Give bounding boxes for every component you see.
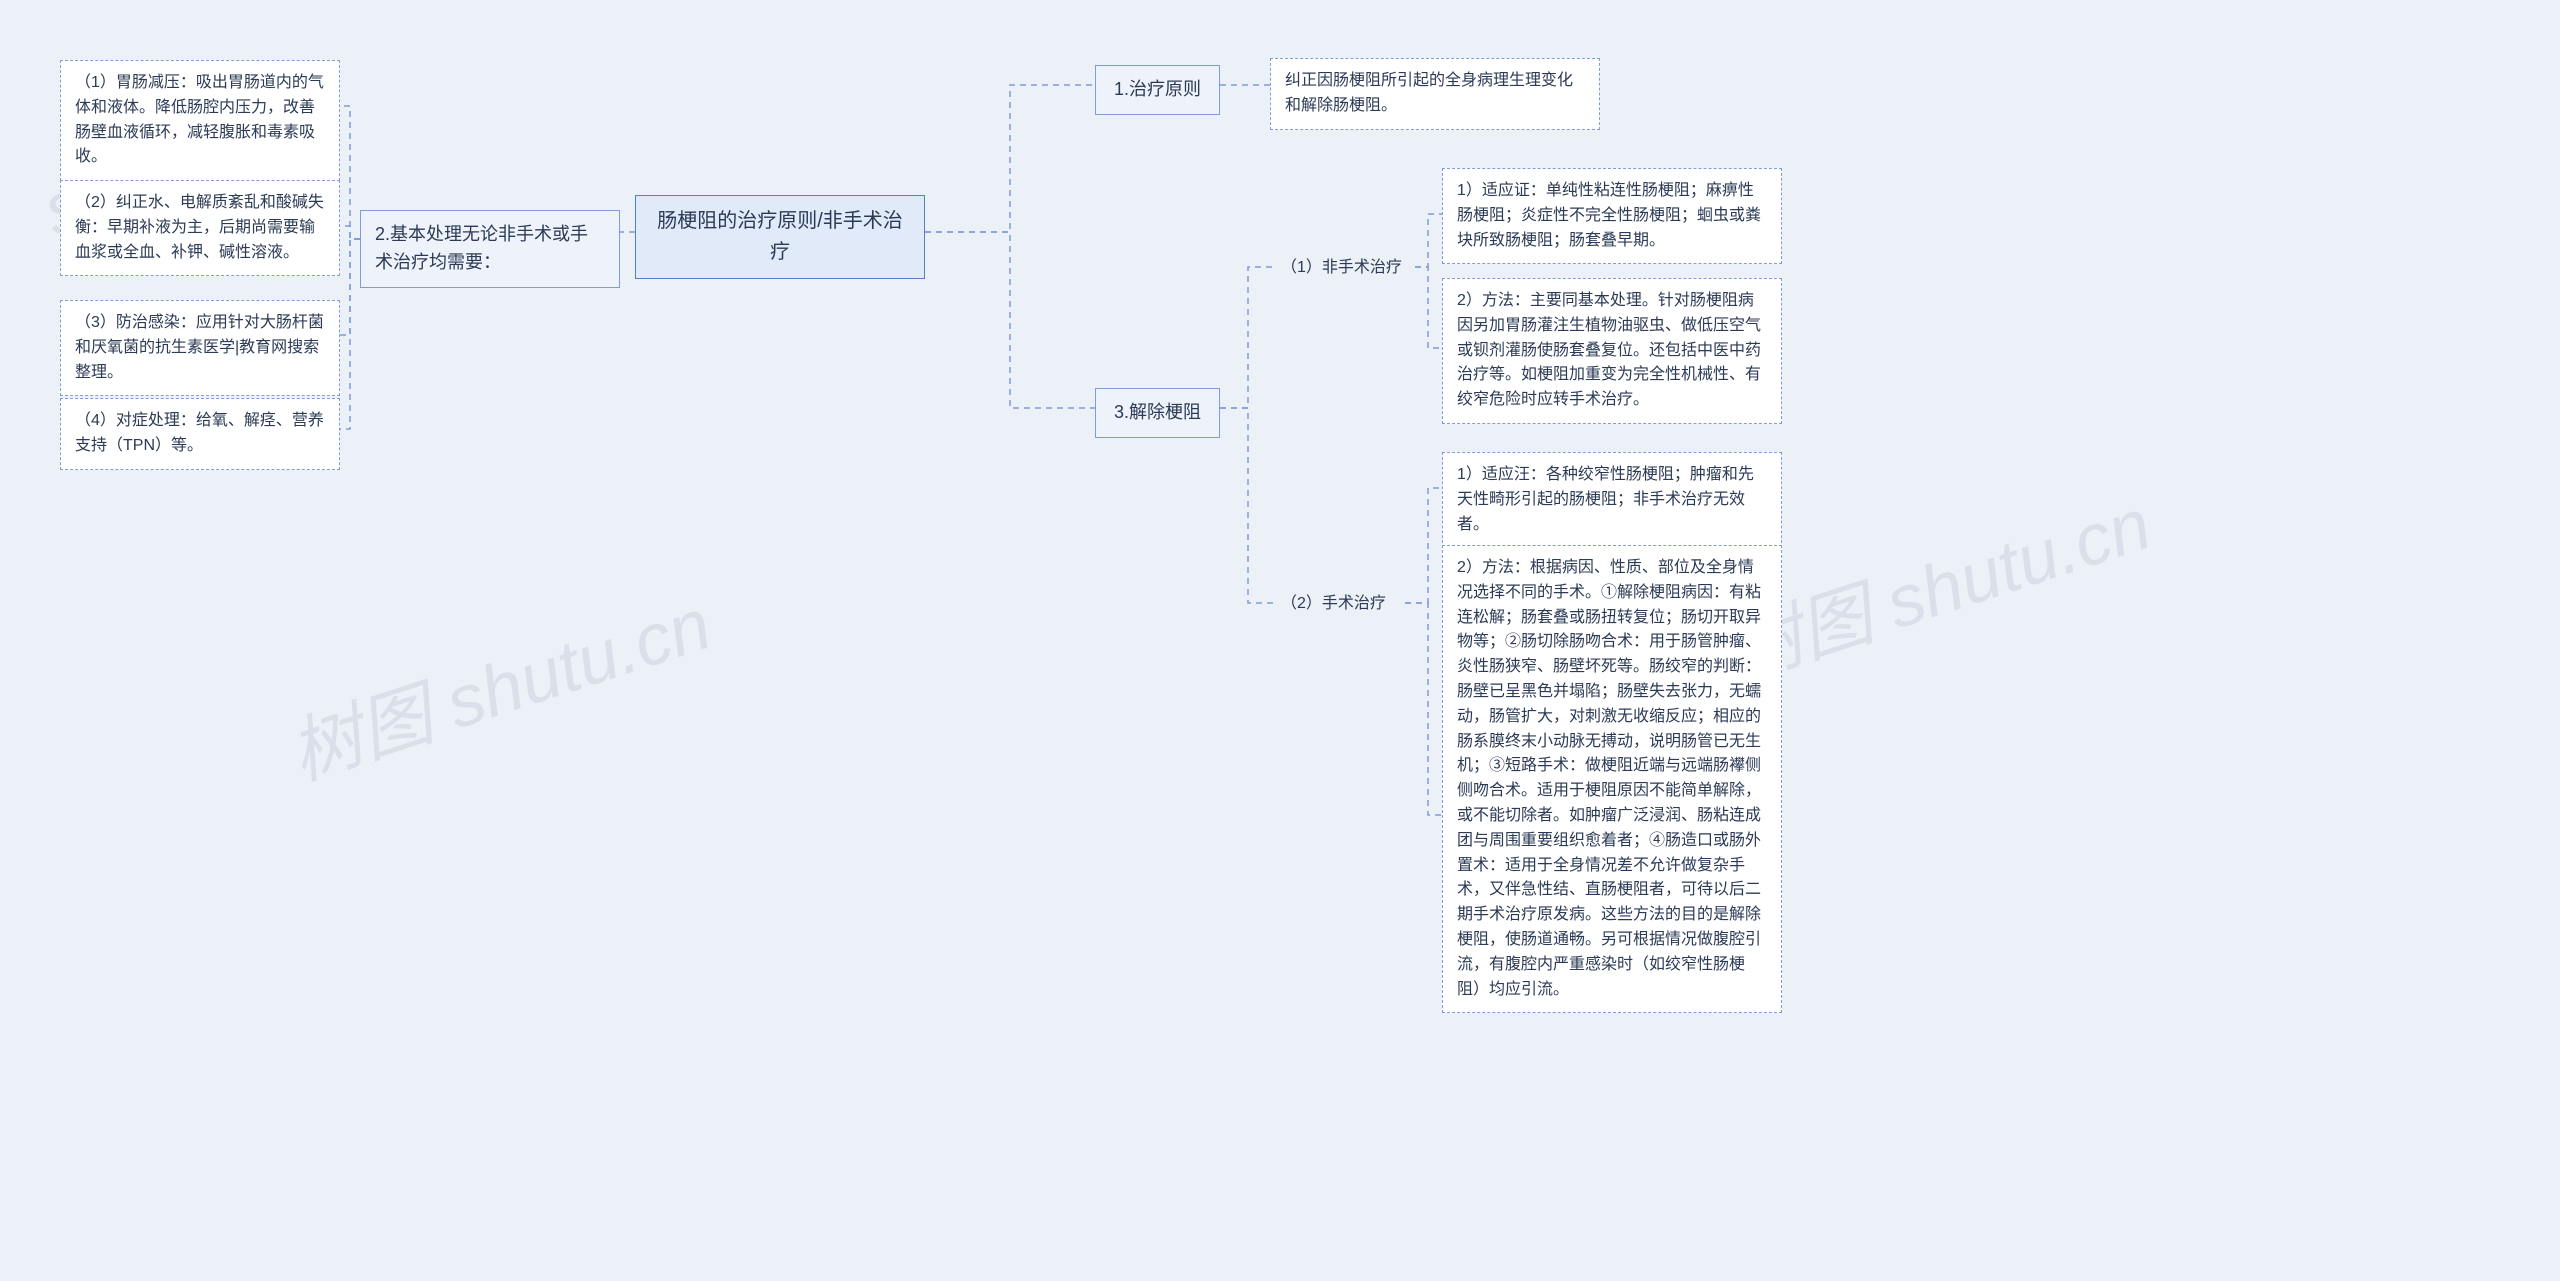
left-leaf-4-text: （4）对症处理：给氧、解痉、营养支持（TPN）等。 [75,412,324,454]
left-leaf-3[interactable]: （3）防治感染：应用针对大肠杆菌和厌氧菌的抗生素医学|教育网搜索整理。 [60,300,340,396]
left-leaf-1[interactable]: （1）胃肠减压：吸出胃肠道内的气体和液体。降低肠腔内压力，改善肠壁血液循环，减轻… [60,60,340,181]
nonop-b-text: 2）方法：主要同基本处理。针对肠梗阻病因另加胃肠灌注生植物油驱虫、做低压空气或钡… [1457,292,1761,408]
connector-layer [0,0,2560,1281]
watermark-2: 树图 shutu.cn [274,565,721,800]
right-branch1-detail-text: 纠正因肠梗阻所引起的全身病理生理变化和解除肠梗阻。 [1285,72,1573,114]
right-branch3-title-text: 3.解除梗阻 [1114,402,1201,422]
left-branch-title-text: 2.基本处理无论非手术或手术治疗均需要： [375,224,588,272]
right-branch1-title[interactable]: 1.治疗原则 [1095,65,1220,115]
op-label-text: （2）手术治疗 [1281,595,1386,612]
right-branch1-title-text: 1.治疗原则 [1114,79,1201,99]
op-b[interactable]: 2）方法：根据病因、性质、部位及全身情况选择不同的手术。①解除梗阻病因：有粘连松… [1442,545,1782,1013]
nonop-label-text: （1）非手术治疗 [1281,259,1402,276]
op-b-text: 2）方法：根据病因、性质、部位及全身情况选择不同的手术。①解除梗阻病因：有粘连松… [1457,559,1761,998]
right-branch3-title[interactable]: 3.解除梗阻 [1095,388,1220,438]
left-leaf-2[interactable]: （2）纠正水、电解质紊乱和酸碱失衡：早期补液为主，后期尚需要输血浆或全血、补钾、… [60,180,340,276]
left-leaf-4[interactable]: （4）对症处理：给氧、解痉、营养支持（TPN）等。 [60,398,340,470]
left-branch-title[interactable]: 2.基本处理无论非手术或手术治疗均需要： [360,210,620,288]
op-a[interactable]: 1）适应汪：各种绞窄性肠梗阻；肿瘤和先天性畸形引起的肠梗阻；非手术治疗无效者。 [1442,452,1782,548]
nonop-a-text: 1）适应证：单纯性粘连性肠梗阻；麻痹性肠梗阻；炎症性不完全性肠梗阻；蛔虫或粪块所… [1457,182,1761,249]
nonop-b[interactable]: 2）方法：主要同基本处理。针对肠梗阻病因另加胃肠灌注生植物油驱虫、做低压空气或钡… [1442,278,1782,424]
root-node[interactable]: 肠梗阻的治疗原则/非手术治疗 [635,195,925,279]
root-text: 肠梗阻的治疗原则/非手术治疗 [657,210,903,263]
op-label[interactable]: （2）手术治疗 [1275,588,1405,621]
right-branch1-detail[interactable]: 纠正因肠梗阻所引起的全身病理生理变化和解除肠梗阻。 [1270,58,1600,130]
left-leaf-2-text: （2）纠正水、电解质紊乱和酸碱失衡：早期补液为主，后期尚需要输血浆或全血、补钾、… [75,194,324,261]
nonop-label[interactable]: （1）非手术治疗 [1275,252,1415,285]
left-leaf-1-text: （1）胃肠减压：吸出胃肠道内的气体和液体。降低肠腔内压力，改善肠壁血液循环，减轻… [75,74,324,165]
left-leaf-3-text: （3）防治感染：应用针对大肠杆菌和厌氧菌的抗生素医学|教育网搜索整理。 [75,314,324,381]
op-a-text: 1）适应汪：各种绞窄性肠梗阻；肿瘤和先天性畸形引起的肠梗阻；非手术治疗无效者。 [1457,466,1754,533]
nonop-a[interactable]: 1）适应证：单纯性粘连性肠梗阻；麻痹性肠梗阻；炎症性不完全性肠梗阻；蛔虫或粪块所… [1442,168,1782,264]
